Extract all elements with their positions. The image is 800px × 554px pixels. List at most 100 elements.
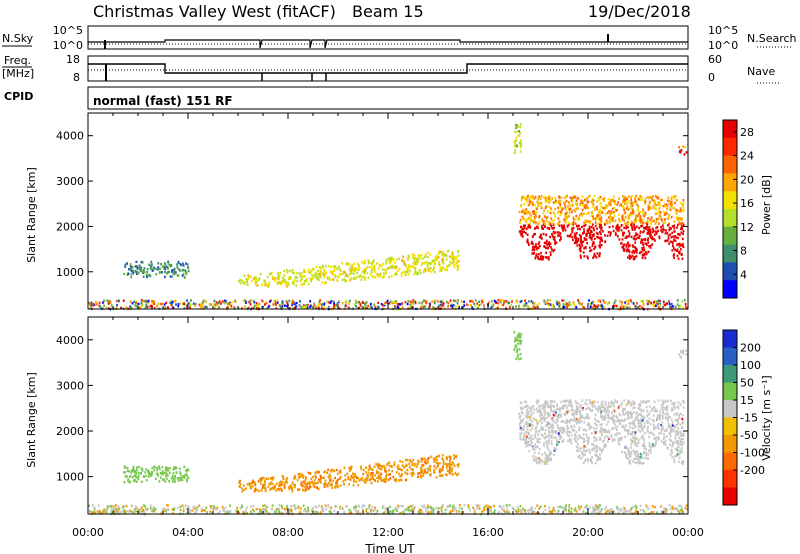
data-cell	[493, 299, 496, 303]
data-cell	[375, 462, 378, 466]
data-cell	[513, 140, 516, 143]
data-cell	[388, 461, 391, 464]
data-cell	[543, 220, 545, 223]
data-cell	[136, 270, 138, 273]
data-cell	[116, 510, 119, 513]
data-cell	[661, 219, 663, 222]
data-cell	[304, 483, 307, 486]
data-cell	[169, 275, 172, 278]
data-cell	[266, 505, 268, 509]
data-cell	[400, 302, 403, 306]
data-cell	[413, 259, 416, 262]
data-cell	[623, 306, 626, 309]
data-cell	[304, 510, 307, 513]
data-cell	[634, 228, 636, 231]
data-cell	[568, 301, 571, 304]
data-cell	[296, 276, 298, 279]
data-cell	[298, 476, 300, 479]
data-cell	[198, 504, 201, 507]
data-cell	[596, 215, 599, 218]
data-cell	[243, 488, 245, 491]
data-cell	[628, 306, 631, 309]
data-cell	[365, 267, 367, 271]
data-cell	[546, 205, 548, 208]
data-cell	[238, 485, 241, 488]
data-cell	[660, 226, 662, 229]
data-cell	[259, 508, 261, 511]
data-cell	[283, 269, 286, 273]
data-cell	[662, 221, 665, 225]
data-cell	[547, 455, 549, 458]
data-cell	[620, 403, 623, 407]
data-cell	[146, 271, 149, 274]
data-cell	[635, 506, 638, 510]
data-cell	[146, 305, 149, 309]
data-cell	[543, 209, 546, 212]
data-cell	[404, 272, 407, 275]
data-cell	[149, 274, 152, 278]
data-cell	[278, 484, 281, 487]
data-cell	[254, 482, 256, 485]
data-cell	[149, 504, 152, 507]
data-cell	[534, 306, 537, 309]
data-cell	[370, 509, 372, 512]
data-cell	[587, 220, 589, 223]
data-cell	[263, 507, 266, 511]
data-cell	[136, 469, 138, 472]
data-cell	[625, 299, 628, 303]
data-cell	[369, 273, 372, 276]
data-cell	[346, 472, 349, 476]
data-cell	[553, 415, 555, 418]
data-cell	[527, 509, 529, 512]
data-cell	[650, 221, 652, 225]
data-cell	[653, 400, 656, 403]
data-cell	[455, 257, 458, 261]
data-cell	[281, 279, 284, 283]
data-cell	[627, 452, 630, 455]
data-cell	[617, 213, 620, 216]
data-cell	[666, 404, 668, 408]
data-cell	[537, 204, 540, 208]
data-cell	[638, 226, 640, 230]
data-cell	[636, 419, 639, 422]
data-cell	[451, 251, 454, 255]
data-cell	[429, 253, 432, 256]
data-cell	[616, 224, 619, 228]
data-cell	[634, 197, 636, 201]
data-cell	[129, 264, 132, 267]
data-cell	[519, 150, 522, 153]
data-cell	[622, 246, 625, 250]
data-cell	[682, 145, 684, 148]
data-cell	[223, 301, 226, 305]
data-cell	[488, 505, 490, 508]
data-cell	[384, 466, 387, 470]
data-cell	[647, 425, 649, 429]
data-cell	[277, 484, 280, 488]
data-cell	[382, 512, 385, 515]
data-cell	[538, 244, 541, 248]
data-cell	[185, 508, 188, 511]
data-cell	[520, 144, 523, 147]
data-cell	[389, 258, 392, 261]
data-cell	[338, 275, 341, 278]
data-cell	[406, 472, 409, 476]
data-cell	[644, 211, 647, 214]
data-cell	[151, 263, 153, 266]
data-cell	[223, 509, 226, 512]
data-cell	[596, 208, 599, 211]
data-cell	[671, 195, 673, 198]
data-cell	[647, 507, 650, 511]
data-cell	[261, 476, 264, 480]
data-cell	[522, 427, 525, 430]
data-cell	[150, 264, 152, 268]
data-cell	[538, 241, 541, 244]
data-cell	[614, 231, 617, 235]
data-cell	[530, 242, 533, 245]
data-cell	[680, 227, 682, 231]
data-cell	[334, 484, 337, 488]
data-cell	[657, 229, 660, 233]
data-cell	[668, 213, 671, 217]
data-cell	[518, 141, 521, 144]
data-cell	[273, 276, 275, 279]
data-cell	[280, 487, 283, 491]
